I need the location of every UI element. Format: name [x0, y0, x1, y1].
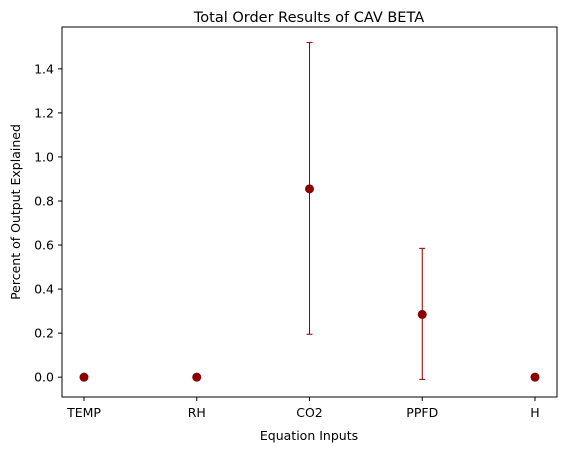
x-axis: TEMP RH CO2 PPFD H	[66, 397, 540, 420]
x-axis-label: Equation Inputs	[260, 428, 358, 443]
data-points	[79, 184, 540, 382]
chart-title: Total Order Results of CAV BETA	[193, 10, 424, 26]
data-point	[530, 372, 540, 382]
y-tick-label: 0.8	[34, 193, 54, 208]
y-tick-label: 0.4	[34, 282, 54, 297]
y-tick-label: 0.6	[34, 238, 54, 253]
data-point	[305, 184, 314, 194]
y-axis: 0.0 0.2 0.4 0.6 0.8 1.0 1.2 1.4	[34, 61, 62, 385]
x-tick-label: PPFD	[406, 405, 438, 420]
x-tick-label: RH	[188, 405, 206, 420]
data-point	[192, 372, 202, 382]
y-tick-label: 1.2	[34, 105, 54, 120]
x-tick-label: TEMP	[66, 405, 101, 420]
data-point	[79, 372, 89, 382]
x-tick-label: CO2	[296, 405, 323, 420]
y-tick-label: 0.0	[34, 370, 54, 385]
x-tick-label: H	[530, 405, 539, 420]
error-bars	[306, 41, 426, 380]
y-tick-label: 1.0	[34, 149, 54, 164]
y-tick-label: 1.4	[34, 61, 54, 76]
y-axis-label: Percent of Output Explained	[8, 124, 23, 300]
y-tick-label: 0.2	[34, 326, 54, 341]
data-point	[417, 309, 427, 319]
